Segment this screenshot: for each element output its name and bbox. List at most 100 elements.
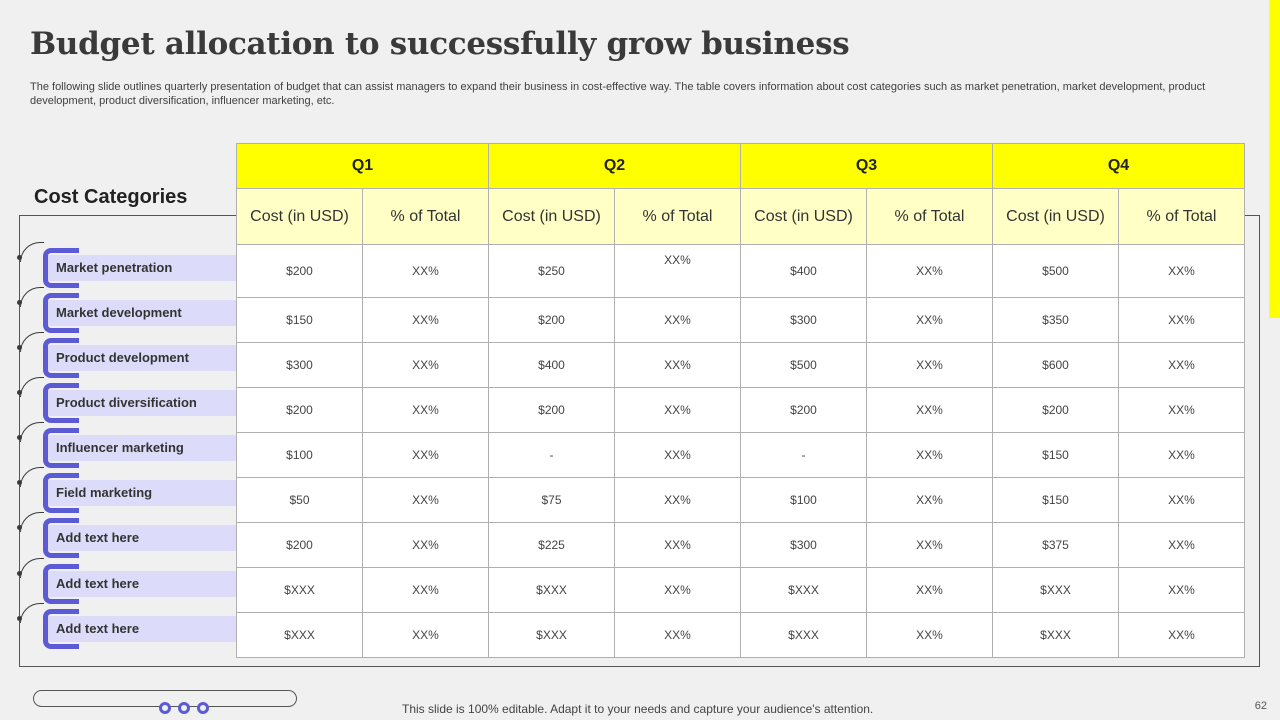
table-cell: $200 [740, 387, 867, 433]
category-item: Add text here [17, 512, 237, 558]
category-item: Influencer marketing [17, 422, 237, 468]
connector-dot [17, 525, 22, 530]
table-cell: $XXX [992, 612, 1119, 658]
table-cell: XX% [362, 612, 489, 658]
category-bracket [43, 564, 79, 604]
table-cell: XX% [1118, 567, 1245, 613]
table-cell: XX% [866, 432, 993, 478]
page-number: 62 [1254, 700, 1267, 712]
category-bracket [43, 473, 79, 513]
table-cell: $200 [488, 387, 615, 433]
category-bracket [43, 248, 79, 288]
table-cell: $200 [236, 387, 363, 433]
table-cell: $XXX [236, 567, 363, 613]
category-bar [48, 571, 237, 597]
cost-column-header: Cost (in USD) [992, 188, 1119, 245]
table-row: $100 XX% - XX% - XX% $150 XX% [236, 432, 1245, 478]
table-cell: XX% [614, 342, 741, 388]
table-cell: XX% [866, 387, 993, 433]
connector-dot [17, 390, 22, 395]
accent-bar [1269, 0, 1280, 318]
table-row: $50 XX% $75 XX% $100 XX% $150 XX% [236, 477, 1245, 523]
category-item: Market development [17, 287, 237, 333]
quarter-header: Q3 [740, 143, 993, 189]
category-bar [48, 616, 237, 642]
table-cell: XX% [614, 387, 741, 433]
table-cell: $200 [992, 387, 1119, 433]
table-cell: XX% [866, 612, 993, 658]
table-cell: XX% [614, 567, 741, 613]
table-cell: $100 [740, 477, 867, 523]
percent-column-header: % of Total [866, 188, 993, 245]
table-cell: XX% [614, 244, 741, 298]
connector-dot [17, 435, 22, 440]
table-cell: XX% [362, 522, 489, 568]
table-row: $200 XX% $250 XX% $400 XX% $500 XX% [236, 244, 1245, 298]
category-bar [48, 255, 237, 281]
category-label: Product development [56, 350, 189, 365]
table-cell: $200 [236, 244, 363, 298]
category-bracket [43, 293, 79, 333]
category-item: Field marketing [17, 467, 237, 513]
table-cell: - [740, 432, 867, 478]
table-cell: - [488, 432, 615, 478]
table-cell: XX% [362, 244, 489, 298]
category-bracket [43, 518, 79, 558]
table-cell: XX% [866, 244, 993, 298]
table-cell: $XXX [488, 612, 615, 658]
table-cell: XX% [866, 342, 993, 388]
quarter-header: Q1 [236, 143, 489, 189]
table-cell: XX% [362, 567, 489, 613]
category-bracket [43, 609, 79, 649]
table-cell: XX% [1118, 522, 1245, 568]
table-cell: XX% [1118, 612, 1245, 658]
category-label: Field marketing [56, 485, 153, 500]
table-cell: XX% [614, 522, 741, 568]
table-cell: XX% [362, 387, 489, 433]
table-cell: XX% [614, 432, 741, 478]
table-cell: XX% [1118, 477, 1245, 523]
table-cell: XX% [1118, 342, 1245, 388]
table-cell: $400 [740, 244, 867, 298]
table-cell: XX% [1118, 297, 1245, 343]
category-bar [48, 525, 237, 551]
table-cell: XX% [614, 477, 741, 523]
table-cell: XX% [866, 477, 993, 523]
table-cell: $200 [236, 522, 363, 568]
decorative-circle [178, 702, 190, 714]
percent-column-header: % of Total [614, 188, 741, 245]
connector-dot [17, 480, 22, 485]
table-cell: XX% [362, 477, 489, 523]
category-label: Product diversification [56, 395, 197, 410]
category-bar [48, 390, 237, 416]
cost-categories-heading: Cost Categories [34, 186, 188, 208]
table-cell: $300 [236, 342, 363, 388]
table-cell: $500 [740, 342, 867, 388]
footer-note: This slide is 100% editable. Adapt it to… [402, 702, 874, 716]
table-cell: $350 [992, 297, 1119, 343]
table-cell: XX% [362, 297, 489, 343]
category-bar [48, 480, 237, 506]
connector-dot [17, 255, 22, 260]
cost-column-header: Cost (in USD) [488, 188, 615, 245]
table-cell: $400 [488, 342, 615, 388]
category-item: Product development [17, 332, 237, 378]
budget-table: Q1 Q2 Q3 Q4 Cost (in USD) % of Total Cos… [236, 143, 1245, 658]
table-cell: $50 [236, 477, 363, 523]
table-row: $XXX XX% $XXX XX% $XXX XX% $XXX XX% [236, 612, 1245, 658]
category-item: Product diversification [17, 377, 237, 423]
decorative-circle [159, 702, 171, 714]
category-label: Add text here [56, 621, 140, 636]
category-label: Add text here [56, 530, 140, 545]
category-bar [48, 435, 237, 461]
table-cell: XX% [362, 432, 489, 478]
table-row: $300 XX% $400 XX% $500 XX% $600 XX% [236, 342, 1245, 388]
category-bar [48, 345, 237, 371]
category-item: Market penetration [17, 242, 237, 288]
table-cell: $150 [992, 477, 1119, 523]
table-cell: $75 [488, 477, 615, 523]
quarter-header-row: Q1 Q2 Q3 Q4 [236, 143, 1245, 189]
table-cell: $600 [992, 342, 1119, 388]
percent-column-header: % of Total [362, 188, 489, 245]
slide-subtitle: The following slide outlines quarterly p… [30, 81, 1206, 107]
